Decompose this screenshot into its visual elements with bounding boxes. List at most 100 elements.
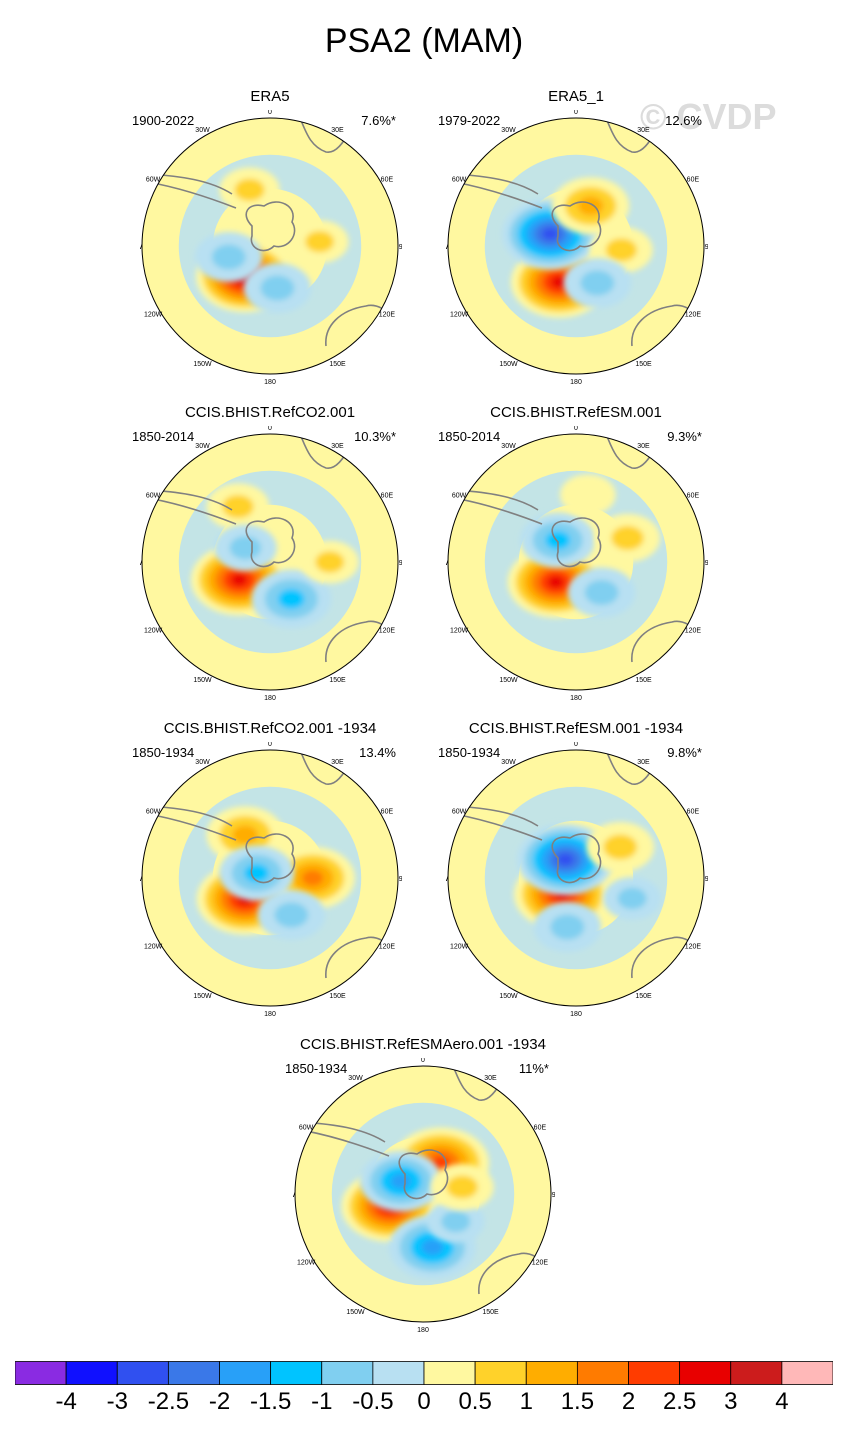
contour-level <box>421 1239 444 1256</box>
panel-years: 1850-2014 <box>438 429 501 444</box>
anomaly-center <box>206 483 270 530</box>
figure-title: PSA2 (MAM) <box>324 22 524 60</box>
polar-map: 0 30E 60E 90E 120E 150E 180 150W 120W 90W 60W 30W <box>446 742 708 1016</box>
polar-map: 0 30E 60E 90E 120E 150E 180 150W 120W 90W 60W 30W <box>140 110 402 384</box>
colorbar-swatch <box>628 1361 681 1385</box>
contour-level <box>577 196 604 216</box>
longitude-label: 90E <box>399 876 402 883</box>
longitude-label: 120W <box>144 628 163 635</box>
antarctica-coastline <box>398 1149 449 1200</box>
longitude-label: 180 <box>570 379 582 384</box>
colorbar-label: -2 <box>208 1388 231 1415</box>
antarctica-coastline <box>245 833 296 884</box>
anomaly-center <box>194 232 263 283</box>
longitude-label: 60W <box>146 177 161 184</box>
longitude-label: 120E <box>532 1260 549 1267</box>
anomaly-center <box>533 902 602 953</box>
contour-level <box>441 1210 471 1233</box>
antarctica-coastline <box>245 201 296 252</box>
colorbar-label: -1.5 <box>249 1388 292 1415</box>
colorbar-swatch <box>423 1361 476 1385</box>
contour-level <box>315 551 345 573</box>
longitude-label: 30W <box>501 759 516 766</box>
longitude-label: 30W <box>501 127 516 134</box>
contour-level <box>278 589 305 609</box>
contour-level <box>584 580 619 606</box>
contour-level <box>211 244 246 270</box>
anomaly-center <box>359 1150 442 1212</box>
contour-level <box>550 914 585 940</box>
anomaly-center <box>594 513 661 563</box>
colorbar-swatch <box>15 1361 67 1385</box>
map-panel: CCIS.BHIST.RefESM.001 1850-2014 9.3%* 0 30E 6… <box>426 404 726 700</box>
panel-title: CCIS.BHIST.RefCO2.001 <box>184 404 356 421</box>
longitude-label: 0 <box>268 110 272 116</box>
longitude-label: 30W <box>348 1075 363 1082</box>
map-panel: ERA5_1 1979-2022 12.6% 0 30E 60E 90E 120E 150E 18… <box>426 88 726 384</box>
anomaly-center <box>603 877 662 920</box>
contour-level <box>605 238 638 262</box>
longitude-label: 0 <box>574 426 578 432</box>
anomaly-center <box>426 1200 485 1243</box>
longitude-label: 30W <box>195 127 210 134</box>
anomaly-center <box>520 512 596 568</box>
longitude-label: 30E <box>331 127 344 134</box>
anomaly-center <box>551 177 630 235</box>
contour-level <box>557 853 574 866</box>
colorbar-label: -1 <box>311 1388 333 1415</box>
longitude-label: 90E <box>705 244 708 251</box>
contour-level <box>274 902 309 928</box>
longitude-label: 60W <box>452 177 467 184</box>
contour-level <box>244 863 270 883</box>
contour-level <box>547 576 564 589</box>
anomaly-center <box>563 257 632 308</box>
contour-level <box>390 1173 412 1189</box>
colorbar-swatch <box>167 1361 220 1385</box>
colorbar-swatch <box>576 1361 629 1385</box>
longitude-label: 150W <box>193 677 212 684</box>
longitude-label: 120W <box>297 1260 316 1267</box>
longitude-label: 150W <box>499 993 518 1000</box>
contour-level <box>617 887 647 910</box>
contour-level <box>611 525 644 551</box>
longitude-label: 30E <box>637 127 650 134</box>
anomaly-center <box>243 263 312 314</box>
antarctica-coastline <box>245 517 296 568</box>
longitude-label: 60W <box>452 809 467 816</box>
longitude-label: 90W <box>446 876 449 883</box>
longitude-label: 60E <box>687 177 700 184</box>
negative-band <box>484 786 668 970</box>
panel-percent: 11%* <box>518 1061 549 1076</box>
longitude-label: 30E <box>331 759 344 766</box>
colorbar-swatch <box>372 1361 425 1385</box>
longitude-label: 120E <box>379 944 396 951</box>
polar-map: 0 30E 60E 90E 120E 150E 180 150W 120W 90W 60W 30W <box>293 1058 555 1332</box>
anomaly-center <box>219 845 295 901</box>
longitude-label: 150E <box>482 1309 499 1316</box>
antarctica-coastline <box>551 517 602 568</box>
longitude-label: 90E <box>705 876 708 883</box>
longitude-label: 150W <box>499 677 518 684</box>
polar-map: 0 30E 60E 90E 120E 150E 180 150W 120W 90W 60W 30W <box>140 426 402 700</box>
colorbar-swatch <box>65 1361 118 1385</box>
anomaly-center <box>300 540 359 584</box>
anomaly-center <box>219 167 280 213</box>
colorbar-label: 0.5 <box>458 1388 492 1415</box>
panel-years: 1850-1934 <box>438 745 501 760</box>
anomaly-center <box>290 220 349 264</box>
contour-level <box>305 230 335 253</box>
longitude-label: 30E <box>331 443 344 450</box>
longitude-label: 150E <box>329 677 346 684</box>
antarctica-coastline <box>551 201 602 252</box>
map-outline <box>294 1065 552 1323</box>
longitude-label: 30E <box>637 759 650 766</box>
contour-level <box>234 178 265 202</box>
longitude-label: 90W <box>140 876 143 883</box>
longitude-label: 60E <box>381 809 394 816</box>
anomaly-center <box>251 569 332 629</box>
panel-title: ERA5 <box>250 88 290 105</box>
longitude-label: 0 <box>421 1058 425 1064</box>
colorbar-label: -2.5 <box>147 1388 190 1415</box>
longitude-label: 90E <box>399 560 402 567</box>
longitude-label: 150E <box>329 993 346 1000</box>
